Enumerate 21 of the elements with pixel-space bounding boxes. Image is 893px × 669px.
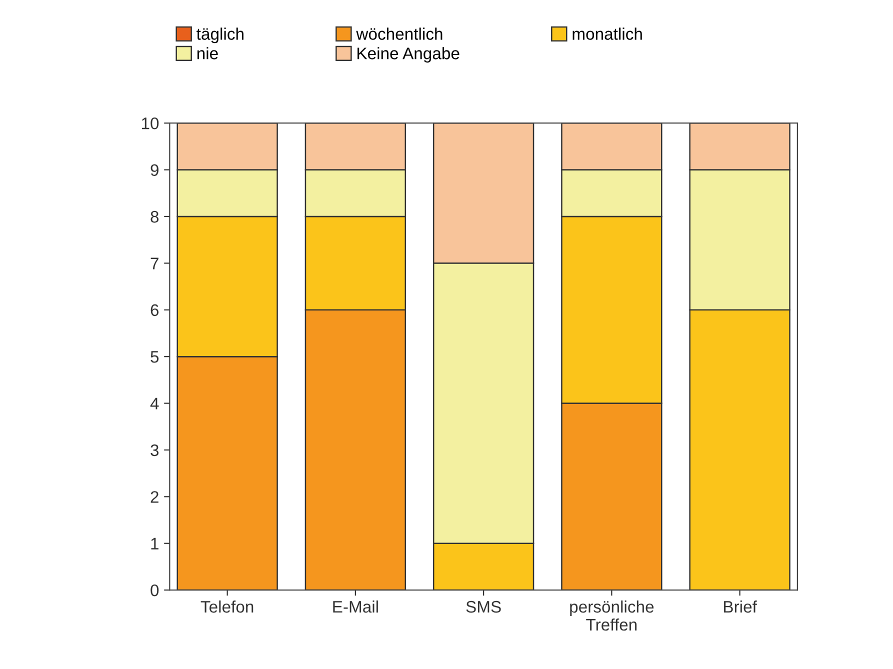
x-tick-label: Telefon [200, 600, 254, 613]
y-tick-label: 5 [150, 351, 159, 363]
y-tick-label: 4 [150, 398, 159, 410]
x-tick-label: persönliche Treffen [570, 600, 654, 631]
y-tick-label: 9 [150, 164, 158, 176]
x-tick-label: SMS [466, 600, 501, 613]
x-tick-label: Brief [724, 600, 757, 613]
legend-label: Keine Angabe [358, 47, 460, 63]
legend-label: täglich [196, 28, 244, 44]
y-tick-label: 10 [142, 117, 159, 130]
y-tick-label: 2 [150, 491, 158, 503]
y-tick-label: 6 [150, 304, 159, 316]
legend-label: wöchentlich [356, 28, 442, 40]
x-tick-label: E-Mail [333, 600, 378, 613]
y-tick-label: 0 [150, 584, 159, 596]
y-tick-label: 3 [150, 444, 159, 456]
y-tick-label: 8 [150, 210, 159, 223]
legend-label: nie [197, 47, 218, 60]
y-tick-label: 7 [150, 258, 158, 270]
y-tick-label: 1 [151, 538, 158, 550]
legend-label: monatlich [572, 28, 642, 40]
